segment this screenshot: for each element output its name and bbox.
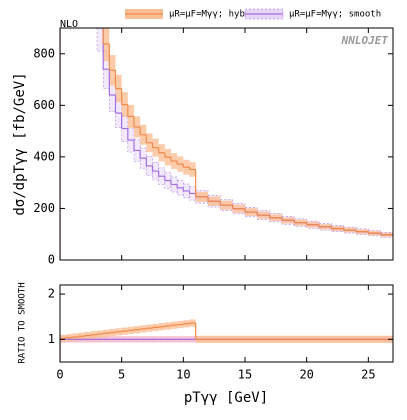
ratio-y-axis-label: RATIO TO SMOOTH xyxy=(18,282,28,363)
uncertainty-band xyxy=(97,0,103,22)
y-tick-label: 200 xyxy=(33,201,55,215)
y-axis-label: dσ/dpTγγ [fb/GeV] xyxy=(12,72,28,215)
watermark: NNLOJET xyxy=(341,34,389,47)
x-tick-label: 20 xyxy=(299,368,313,382)
y-tick-label: 2 xyxy=(48,287,55,301)
uncertainty-band xyxy=(103,28,110,62)
order-label: NLO xyxy=(60,19,78,30)
x-tick-label: 0 xyxy=(56,368,63,382)
x-tick-label: 15 xyxy=(238,368,252,382)
y-tick-label: 1 xyxy=(48,332,55,346)
axes-frame xyxy=(59,27,394,261)
x-tick-label: 10 xyxy=(176,368,190,382)
x-tick-label: 5 xyxy=(118,368,125,382)
y-tick-label: 600 xyxy=(33,98,55,112)
y-tick-label: 800 xyxy=(33,46,55,60)
axes-frame xyxy=(59,284,394,363)
legend-label: μR=μF=Mγγ; smooth xyxy=(289,10,381,20)
y-tick-label: 0 xyxy=(48,253,55,267)
x-tick-label: 25 xyxy=(361,368,375,382)
plot-area xyxy=(60,0,393,260)
legend-label: μR=μF=Mγγ; hybrid xyxy=(169,10,261,20)
x-axis-label: pTγγ [GeV] xyxy=(184,390,268,406)
plot-area xyxy=(60,319,393,362)
y-tick-label: 400 xyxy=(33,149,55,163)
